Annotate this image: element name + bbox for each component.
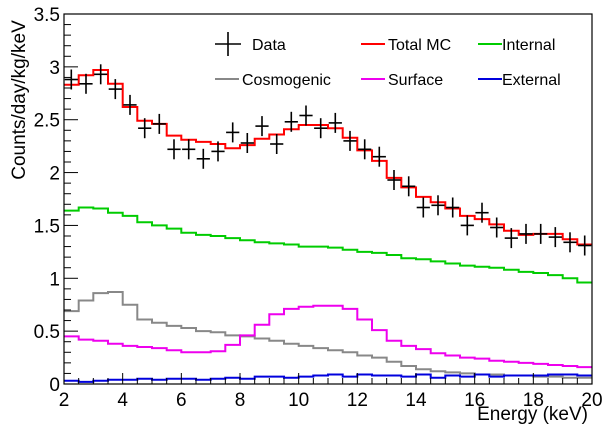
legend-entry-external: External xyxy=(478,72,561,89)
data-point xyxy=(270,134,284,154)
data-point xyxy=(211,141,225,162)
legend-label: Total MC xyxy=(388,37,451,54)
plot-frame xyxy=(63,13,593,385)
data-point xyxy=(534,223,548,244)
data-point xyxy=(372,146,386,167)
data-point xyxy=(416,197,430,218)
legend-entry-surface: Surface xyxy=(361,72,443,89)
data-point xyxy=(314,118,328,139)
data-point xyxy=(108,79,122,100)
y-tick-label: 2 xyxy=(49,164,60,185)
legend-label: Internal xyxy=(502,37,555,54)
data-point xyxy=(402,176,416,197)
legend-entry-data: Data xyxy=(215,32,286,56)
y-tick-label: 2.5 xyxy=(34,111,60,132)
series-surface-line xyxy=(64,304,592,369)
data-point xyxy=(328,112,342,133)
data-point xyxy=(64,69,78,90)
legend-label: External xyxy=(502,72,561,89)
data-point xyxy=(387,170,401,190)
data-point xyxy=(504,228,518,249)
data-point xyxy=(123,94,137,115)
data-point xyxy=(299,105,313,126)
y-tick-label: 1.5 xyxy=(34,216,60,237)
data-point xyxy=(548,227,562,248)
x-tick-label: 8 xyxy=(235,390,246,411)
x-tick-label: 6 xyxy=(176,390,187,411)
x-tick-label: 10 xyxy=(288,390,309,411)
y-tick-label: 0 xyxy=(49,375,60,396)
x-tick-label: 2 xyxy=(59,390,70,411)
data-point xyxy=(152,113,166,134)
x-tick-label: 20 xyxy=(581,390,602,411)
legend-label: Data xyxy=(252,37,286,54)
data-point xyxy=(446,197,460,218)
data-point xyxy=(519,223,533,244)
data-point xyxy=(358,139,372,160)
data-point xyxy=(431,195,445,216)
data-point xyxy=(475,202,489,223)
data-point xyxy=(578,235,592,256)
data-point xyxy=(167,139,181,160)
x-tick-label: 4 xyxy=(117,390,128,411)
series-total-mc-line xyxy=(64,69,592,246)
legend-entry-total-mc: Total MC xyxy=(361,37,451,54)
data-point xyxy=(79,73,93,94)
data-point xyxy=(563,232,577,253)
legend-label: Cosmogenic xyxy=(242,72,331,89)
legend: Data Total MC Internal Cosmogenic Surface Ext… xyxy=(215,32,561,89)
y-axis-label: Counts/day/kg/keV xyxy=(9,20,30,180)
legend-entry-internal: Internal xyxy=(478,37,555,54)
data-point xyxy=(94,64,108,85)
y-tick-label: 0.5 xyxy=(34,322,60,343)
axes: 2 4 6 8 10 12 14 16 18 20 0 0.5 1 1.5 2 2.5 3 3.5 xyxy=(34,5,603,411)
x-tick-label: 16 xyxy=(464,390,485,411)
x-tick-label: 12 xyxy=(347,390,368,411)
x-tick-label: 18 xyxy=(523,390,544,411)
data-point xyxy=(343,130,357,151)
legend-label: Surface xyxy=(388,72,443,89)
x-axis-label: Energy (keV) xyxy=(477,404,588,425)
data-points-layer xyxy=(64,64,592,256)
data-point xyxy=(196,148,210,169)
y-tick-label: 1 xyxy=(49,269,60,290)
data-point xyxy=(460,215,474,236)
data-point xyxy=(182,139,196,160)
y-tick-label: 3 xyxy=(49,58,60,79)
plot-area xyxy=(64,69,592,383)
data-point xyxy=(240,133,254,153)
y-tick-label: 3.5 xyxy=(34,5,60,26)
x-tick-label: 14 xyxy=(405,390,427,411)
data-point xyxy=(284,111,298,132)
data-point xyxy=(490,217,504,238)
data-point xyxy=(226,122,240,143)
series-internal-line xyxy=(64,206,592,284)
legend-entry-cosmogenic: Cosmogenic xyxy=(215,72,331,89)
data-point xyxy=(138,118,152,139)
data-point xyxy=(255,116,269,137)
